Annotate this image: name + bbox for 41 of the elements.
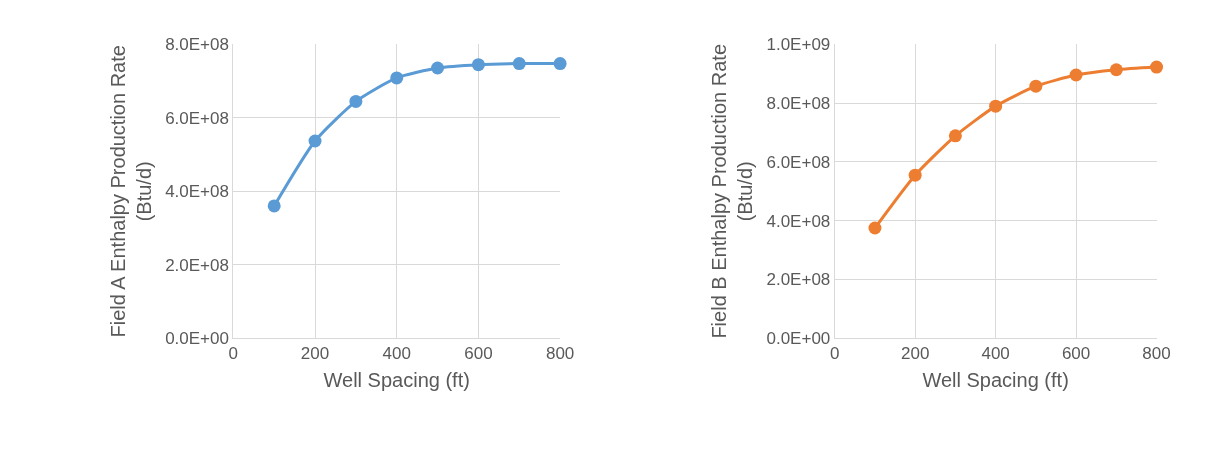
y-tick-label: 0.0E+00	[165, 329, 229, 349]
y-tick-label: 4.0E+08	[165, 182, 229, 202]
point	[1109, 63, 1123, 77]
point	[471, 58, 485, 72]
point	[989, 99, 1003, 113]
point	[1029, 79, 1043, 93]
y-tick-label: 0.0E+00	[766, 329, 831, 349]
point	[1069, 68, 1083, 82]
point	[431, 61, 445, 75]
x-tick-label: 400	[981, 344, 1010, 364]
x-tick-label: 0	[228, 344, 239, 364]
y-tick-label: 8.0E+08	[766, 94, 831, 114]
point	[908, 168, 922, 182]
point	[390, 71, 404, 85]
y-axis-title: Field B Enthalpy Production Rate (Btu/d)	[708, 43, 756, 339]
point	[267, 199, 281, 213]
x-tick-label: 200	[900, 344, 930, 364]
y-tick-label: 8.0E+08	[165, 35, 229, 55]
point	[349, 94, 363, 108]
x-axis-title: Well Spacing (ft)	[922, 368, 1069, 391]
y-tick-label: 6.0E+08	[766, 152, 831, 172]
x-tick-label: 200	[300, 344, 330, 364]
point	[512, 57, 526, 71]
y-axis-title: Field A Enthalpy Production Rate (Btu/d)	[106, 45, 155, 338]
point	[868, 221, 882, 235]
point	[1150, 60, 1164, 74]
point	[308, 134, 322, 148]
y-tick-label: 2.0E+08	[165, 255, 229, 275]
y-tick-label: 1.0E+09	[766, 35, 831, 55]
x-tick-label: 600	[1061, 344, 1091, 364]
x-tick-label: 800	[545, 344, 575, 364]
y-tick-label: 2.0E+08	[766, 270, 831, 290]
x-tick-label: 0	[829, 344, 840, 364]
x-tick-label: 800	[1142, 344, 1171, 364]
y-tick-label: 4.0E+08	[766, 211, 831, 231]
point	[553, 57, 567, 71]
x-axis-title: Well Spacing (ft)	[323, 368, 470, 391]
x-tick-label: 400	[382, 344, 411, 364]
x-tick-label: 600	[464, 344, 493, 364]
point	[948, 129, 962, 143]
y-tick-label: 6.0E+08	[165, 108, 229, 128]
